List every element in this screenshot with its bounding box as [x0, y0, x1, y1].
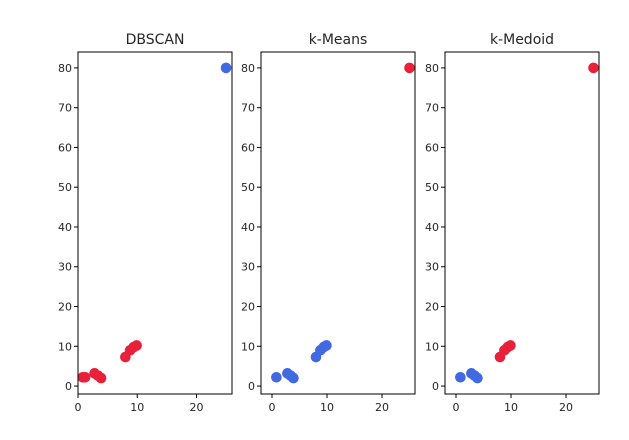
x-tick-label: 10 [504, 401, 518, 414]
data-point [220, 62, 232, 74]
y-tick-label: 0 [65, 380, 72, 393]
y-tick-label: 80 [241, 62, 255, 75]
x-tick-label: 20 [375, 401, 389, 414]
y-tick-label: 30 [425, 261, 439, 274]
data-point [455, 371, 466, 383]
y-tick-label: 60 [241, 141, 255, 154]
y-tick-label: 0 [248, 380, 255, 393]
x-tick-label: 0 [269, 401, 276, 414]
plot-frame [260, 51, 416, 395]
x-tick-label: 10 [130, 401, 144, 414]
plot-frame [444, 51, 600, 395]
y-tick-label: 50 [58, 181, 72, 194]
data-point [321, 340, 332, 351]
subplot-title: k-Means [309, 32, 368, 48]
y-tick-label: 60 [58, 141, 72, 154]
data-point [505, 340, 516, 351]
y-tick-label: 10 [425, 340, 439, 353]
y-tick-label: 60 [425, 141, 439, 154]
y-tick-label: 50 [425, 181, 439, 194]
data-point [79, 371, 91, 383]
y-tick-label: 40 [425, 221, 439, 234]
x-tick-label: 0 [453, 401, 460, 414]
y-tick-label: 10 [58, 340, 72, 353]
data-point [131, 340, 142, 351]
y-tick-label: 30 [58, 261, 72, 274]
y-tick-label: 70 [425, 102, 439, 115]
data-point [95, 372, 107, 384]
subplot-1: k-Means 0 10 20 30 40 50 60 70 80 0 10 20 [241, 32, 416, 414]
plot-frame [77, 51, 233, 395]
y-tick-label: 70 [58, 102, 72, 115]
x-tick-label: 20 [559, 401, 573, 414]
subplot-title: k-Medoid [490, 32, 554, 48]
y-tick-label: 40 [241, 221, 255, 234]
data-point [288, 372, 299, 384]
subplot-title: DBSCAN [126, 32, 185, 48]
y-tick-label: 10 [241, 340, 255, 353]
y-tick-label: 20 [425, 301, 439, 314]
data-point [472, 372, 483, 384]
y-tick-label: 80 [58, 62, 72, 75]
y-tick-label: 20 [241, 301, 255, 314]
subplot-0: DBSCAN 0 10 20 30 40 50 60 70 80 0 10 20 [58, 32, 233, 414]
x-tick-label: 20 [189, 401, 203, 414]
y-tick-label: 70 [241, 102, 255, 115]
y-tick-label: 40 [58, 221, 72, 234]
subplot-2: k-Medoid 0 10 20 30 40 50 60 70 80 0 10 20 [425, 32, 600, 414]
y-tick-label: 0 [432, 380, 439, 393]
data-point [271, 371, 282, 383]
y-tick-label: 80 [425, 62, 439, 75]
data-point [588, 62, 599, 74]
y-tick-label: 30 [241, 261, 255, 274]
y-tick-label: 20 [58, 301, 72, 314]
x-tick-label: 10 [320, 401, 334, 414]
data-point [404, 62, 415, 74]
y-tick-label: 50 [241, 181, 255, 194]
x-tick-label: 0 [75, 401, 82, 414]
